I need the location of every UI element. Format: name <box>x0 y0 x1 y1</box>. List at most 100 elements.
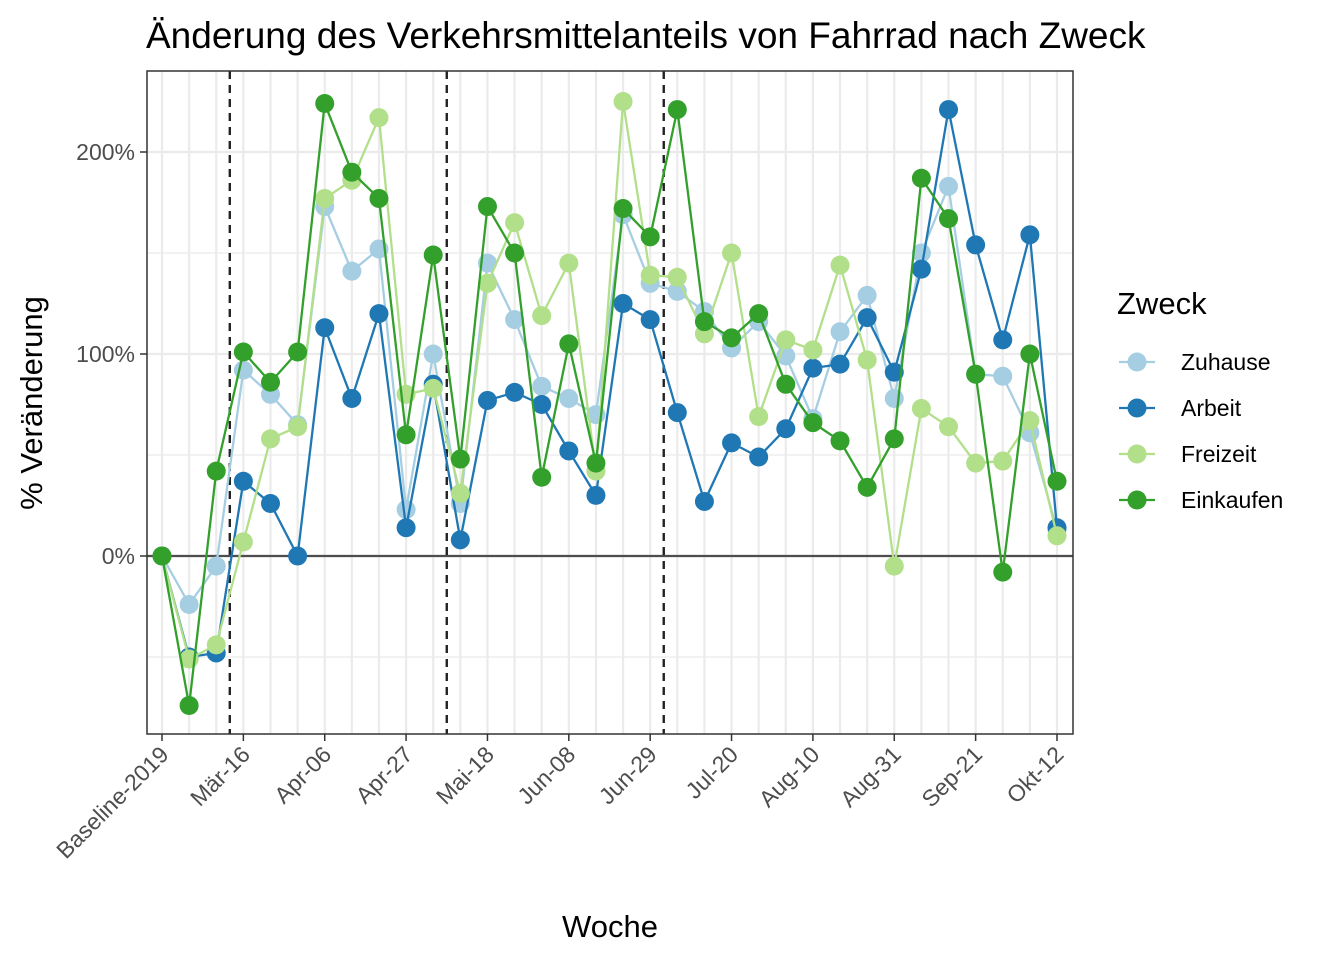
data-point <box>1020 411 1040 431</box>
data-point <box>586 485 606 505</box>
x-tick-label: Mai-18 <box>431 741 499 809</box>
data-point <box>315 318 335 338</box>
data-point <box>749 447 769 467</box>
data-point <box>396 425 416 445</box>
data-point <box>342 261 362 281</box>
data-point <box>884 388 904 408</box>
data-point <box>993 562 1013 582</box>
series-arbeit <box>152 100 1067 667</box>
data-point <box>857 308 877 328</box>
data-point <box>776 419 796 439</box>
data-point <box>884 362 904 382</box>
data-point <box>939 176 959 196</box>
legend-key-point <box>1127 352 1147 372</box>
data-point <box>288 546 308 566</box>
data-point <box>640 265 660 285</box>
data-point <box>505 213 525 233</box>
data-point <box>206 635 226 655</box>
data-point <box>532 395 552 414</box>
data-point <box>423 344 443 364</box>
data-point <box>803 340 823 360</box>
y-tick-label: 0% <box>102 543 135 569</box>
data-point <box>206 556 226 576</box>
x-tick-label: Sep-21 <box>916 741 987 812</box>
data-point <box>260 372 280 392</box>
data-point <box>830 354 850 374</box>
data-point <box>450 483 470 503</box>
series-line <box>160 100 1059 661</box>
data-point <box>966 364 986 384</box>
y-axis-title: % Veränderung <box>14 296 49 510</box>
plot-border <box>146 70 1074 735</box>
data-point <box>993 366 1013 386</box>
data-point <box>722 433 742 453</box>
legend-item-arbeit: Arbeit <box>1119 395 1242 421</box>
legend-key-point <box>1127 490 1147 510</box>
x-tick-label: Jul-20 <box>680 741 743 804</box>
legend-key-point <box>1127 398 1147 418</box>
data-point <box>722 243 742 263</box>
data-point <box>993 451 1013 471</box>
y-axis: 0% 100% 200% <box>76 139 147 569</box>
data-point <box>152 546 172 566</box>
data-point <box>776 330 796 350</box>
data-point <box>233 471 253 491</box>
data-point <box>532 306 552 326</box>
data-point <box>966 235 986 255</box>
legend-item-einkaufen: Einkaufen <box>1119 487 1283 513</box>
data-point <box>803 413 823 433</box>
series-einkaufen <box>152 94 1067 715</box>
x-tick-label: Jun-08 <box>512 741 580 809</box>
x-tick-label: Jun-29 <box>594 741 662 809</box>
x-tick-label: Baseline-2019 <box>51 741 173 863</box>
data-point <box>559 388 579 408</box>
data-point <box>722 328 742 348</box>
data-point <box>206 461 226 481</box>
data-point <box>477 273 497 293</box>
data-point <box>1020 344 1040 364</box>
data-point <box>911 168 931 188</box>
x-tick-label: Apr-27 <box>350 741 417 808</box>
data-point <box>396 500 416 520</box>
data-point <box>613 92 633 111</box>
x-axis-title: Woche <box>562 909 658 944</box>
data-point <box>911 259 931 279</box>
data-point <box>694 491 714 511</box>
data-point <box>260 493 280 513</box>
data-point <box>640 310 660 330</box>
data-point <box>586 453 606 473</box>
data-point <box>532 467 552 487</box>
legend-label: Zuhause <box>1181 349 1271 375</box>
y-tick-label: 100% <box>76 341 135 367</box>
data-point <box>667 100 687 120</box>
data-point <box>477 390 497 410</box>
data-point <box>179 594 199 614</box>
data-point <box>423 378 443 398</box>
data-point <box>884 556 904 576</box>
y-tick-label: 200% <box>76 139 135 165</box>
data-point <box>1020 225 1040 245</box>
legend-item-freizeit: Freizeit <box>1119 441 1257 467</box>
data-point <box>966 453 986 473</box>
data-point <box>613 294 633 313</box>
x-tick-label: Mär-16 <box>185 741 255 811</box>
data-point <box>857 285 877 305</box>
data-point <box>640 227 660 247</box>
data-point <box>260 429 280 449</box>
data-point <box>613 199 633 219</box>
data-point <box>749 407 769 427</box>
data-point <box>830 322 850 342</box>
data-point <box>911 243 931 263</box>
legend-label: Einkaufen <box>1181 487 1283 513</box>
legend-key-point <box>1127 444 1147 464</box>
data-point <box>505 310 525 330</box>
data-point <box>1047 471 1067 491</box>
x-axis: Baseline-2019 Mär-16 Apr-06 Apr-27 Mai-18 Jun… <box>51 734 1069 864</box>
legend-label: Freizeit <box>1181 441 1257 467</box>
chart-title: Änderung des Verkehrsmittelanteils von F… <box>146 15 1146 56</box>
data-point <box>423 245 443 265</box>
data-point <box>911 399 931 419</box>
data-point <box>667 403 687 423</box>
data-point <box>857 477 877 497</box>
